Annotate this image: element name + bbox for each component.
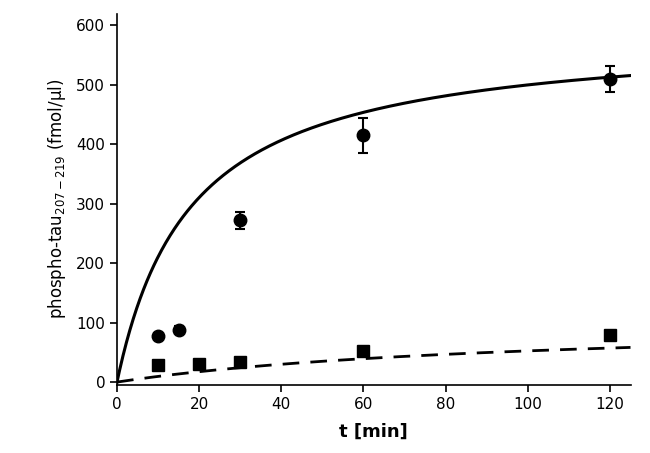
X-axis label: t [min]: t [min] — [339, 423, 408, 441]
Y-axis label: phospho-tau$_{207-219}$ (fmol/μl): phospho-tau$_{207-219}$ (fmol/μl) — [46, 79, 68, 319]
